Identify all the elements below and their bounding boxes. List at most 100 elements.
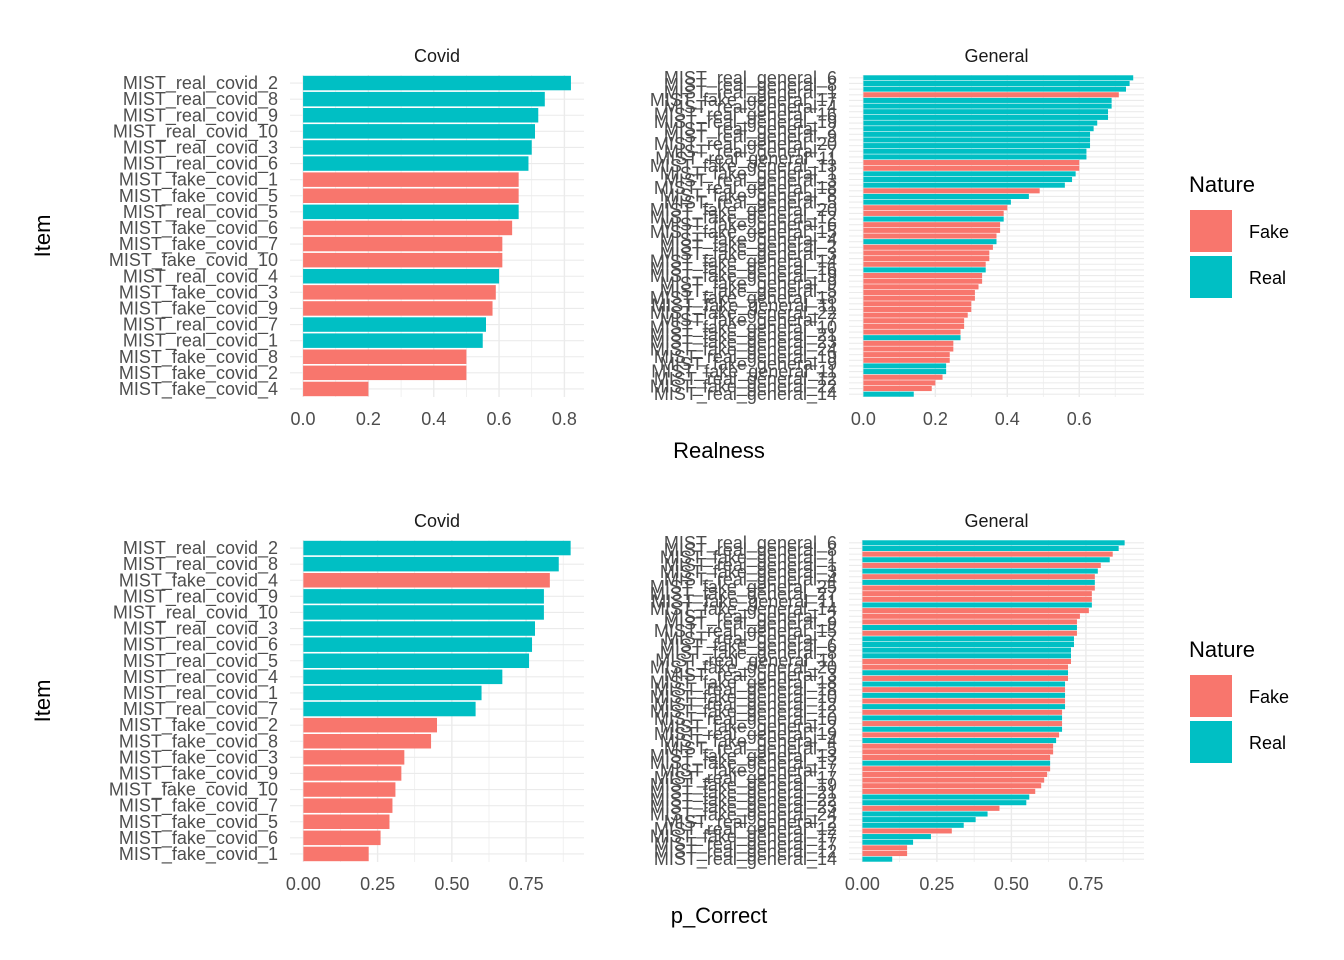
bar-mist-real-general-26 <box>862 839 914 845</box>
bar-mist-real-general-5 <box>863 193 1029 199</box>
bar-mist-real-general-6 <box>863 75 1134 81</box>
bar-mist-real-general-8 <box>862 545 1119 552</box>
panel-background <box>290 75 584 397</box>
x-tick-label: 0.0 <box>851 409 876 429</box>
x-tick-label: 0.8 <box>552 409 577 429</box>
bar-mist-real-general-14b <box>863 267 986 273</box>
bar-mist-fake-general-23 <box>862 783 1042 789</box>
y-tick-label: MIST_fake_general_6 <box>660 636 837 657</box>
x-tick-label: 0.25 <box>919 874 954 894</box>
bar-mist-real-general-18 <box>863 176 1073 183</box>
y-tick-label: MIST_fake_general_8 <box>660 185 837 206</box>
bar-mist-fake-general-24 <box>862 788 1036 794</box>
bar-mist-real-general-7 <box>863 148 1087 154</box>
bar-mist-real-general-19 <box>863 114 1109 120</box>
bar-mist-fake-general-16 <box>863 261 986 267</box>
bar-mist-fake-general-22 <box>863 301 972 307</box>
y-tick-label: MIST_fake_general_19 <box>650 266 837 287</box>
bar-mist-fake-general-10 <box>862 698 1066 704</box>
y-tick-label: MIST_real_general_11 <box>655 650 837 671</box>
x-tick-label: 0.50 <box>994 874 1029 894</box>
bar-mist-fake-general-27 <box>863 352 950 358</box>
y-tick-label: MIST_real_covid_9 <box>123 105 278 126</box>
x-tick-label: 0.2 <box>923 409 948 429</box>
bar-mist-fake-general-23 <box>863 323 965 329</box>
y-tick-label: MIST_real_general_12 <box>654 819 837 840</box>
y-tick-label: MIST_real_general_20 <box>654 134 837 155</box>
y-tick-label: MIST_fake_general_4 <box>660 229 837 250</box>
y-tick-label: MIST_fake_general_27 <box>650 584 837 605</box>
bar-mist-real-general-18 <box>862 692 1066 698</box>
y-tick-label: MIST_real_covid_7 <box>123 699 278 720</box>
bar-mist-fake-general-20 <box>862 675 1069 681</box>
y-tick-label: MIST_real_general_1 <box>664 555 837 576</box>
bar-mist-real-general-5 <box>862 738 1057 744</box>
y-tick-label: MIST_real_general_7 <box>664 628 837 649</box>
x-tick-label: 0.25 <box>360 874 395 894</box>
legend-key-real <box>1190 256 1232 298</box>
y-tick-label: MIST_real_covid_3 <box>123 619 278 640</box>
y-tick-label: MIST_fake_general_5 <box>660 281 837 302</box>
y-tick-label: MIST_fake_covid_2 <box>119 363 278 384</box>
bar-mist-fake-general-12 <box>863 210 1004 216</box>
bar-mist-real-general-16 <box>862 579 1095 585</box>
y-tick-label: MIST_real_general_9 <box>664 614 837 635</box>
y-tick-label: MIST_fake_general_11 <box>651 592 837 613</box>
bar-mist-fake-general-18 <box>863 289 975 296</box>
y-tick-label: MIST_real_covid_9 <box>123 586 278 607</box>
bar-mist-fake-general-22 <box>862 777 1045 783</box>
bar-mist-fake-covid-9 <box>303 301 493 316</box>
bar-mist-real-general-21 <box>862 800 1027 806</box>
bar-mist-real-general-20 <box>863 137 1091 143</box>
y-tick-label: MIST_fake_general_2 <box>660 716 837 737</box>
y-tick-label: MIST_real_general_1 <box>664 83 837 104</box>
bar-mist-fake-general-6 <box>862 658 1071 664</box>
y-tick-label: MIST_fake_general_6 <box>660 215 837 236</box>
facet-label: Covid <box>414 46 460 66</box>
bar-mist-real-covid-7 <box>303 701 476 717</box>
bar-mist-real-covid-2 <box>303 540 571 556</box>
y-tick-label: MIST_fake_general_17 <box>650 90 837 111</box>
bar-mist-fake-general-29 <box>862 845 908 851</box>
bar-mist-fake-covid-6 <box>303 830 381 846</box>
y-axis-title: Item <box>30 215 55 258</box>
bar-mist-fake-general-28 <box>863 357 950 363</box>
y-tick-label: MIST_fake_covid_5 <box>119 812 278 833</box>
y-tick-label: MIST_fake_general_1 <box>660 548 837 569</box>
bar-mist-real-covid-2 <box>303 75 571 91</box>
bar-mist-fake-general-5 <box>862 574 1095 580</box>
bar-mist-real-general-24 <box>862 822 964 828</box>
bar-mist-fake-general-8 <box>863 188 1040 194</box>
y-tick-label: MIST_fake_general_14 <box>650 599 837 620</box>
y-axis-title: Item <box>30 680 55 723</box>
bar-mist-fake-general-3 <box>863 250 990 256</box>
x-tick-label: 0.6 <box>1067 409 1092 429</box>
bar-mist-real-covid-6 <box>303 637 533 652</box>
y-tick-label: MIST_real_covid_10 <box>113 602 278 623</box>
y-tick-label: MIST_fake_general_14 <box>650 251 837 272</box>
bar-mist-fake-general-13 <box>862 743 1054 749</box>
y-tick-label: MIST_real_general_17 <box>654 834 837 855</box>
y-tick-label: MIST_real_general_5 <box>664 738 837 759</box>
y-tick-label: MIST_fake_covid_1 <box>119 844 278 865</box>
bar-mist-real-general-11 <box>862 670 1069 676</box>
bar-mist-real-general-25 <box>862 834 931 840</box>
bar-mist-real-general-4 <box>863 103 1112 109</box>
bar-mist-fake-general-19 <box>862 766 1051 772</box>
bar-mist-real-general-9 <box>863 131 1091 137</box>
x-tick-label: 0.4 <box>995 409 1020 429</box>
bar-mist-fake-general-12 <box>862 709 1063 715</box>
bar-mist-real-general-19b <box>863 335 961 341</box>
y-tick-label: MIST_real_general_2 <box>664 606 837 627</box>
y-tick-label: MIST_real_general_12 <box>654 841 837 862</box>
legend-key-fake <box>1190 675 1232 717</box>
legend: Nature Fake Real <box>1189 637 1289 763</box>
bar-mist-fake-covid-6 <box>303 220 513 236</box>
y-tick-label: MIST_real_covid_8 <box>123 554 278 575</box>
y-tick-label: MIST_real_covid_3 <box>123 137 278 158</box>
bar-mist-fake-covid-8 <box>303 734 432 749</box>
y-tick-label: MIST_real_general_3 <box>664 171 837 192</box>
